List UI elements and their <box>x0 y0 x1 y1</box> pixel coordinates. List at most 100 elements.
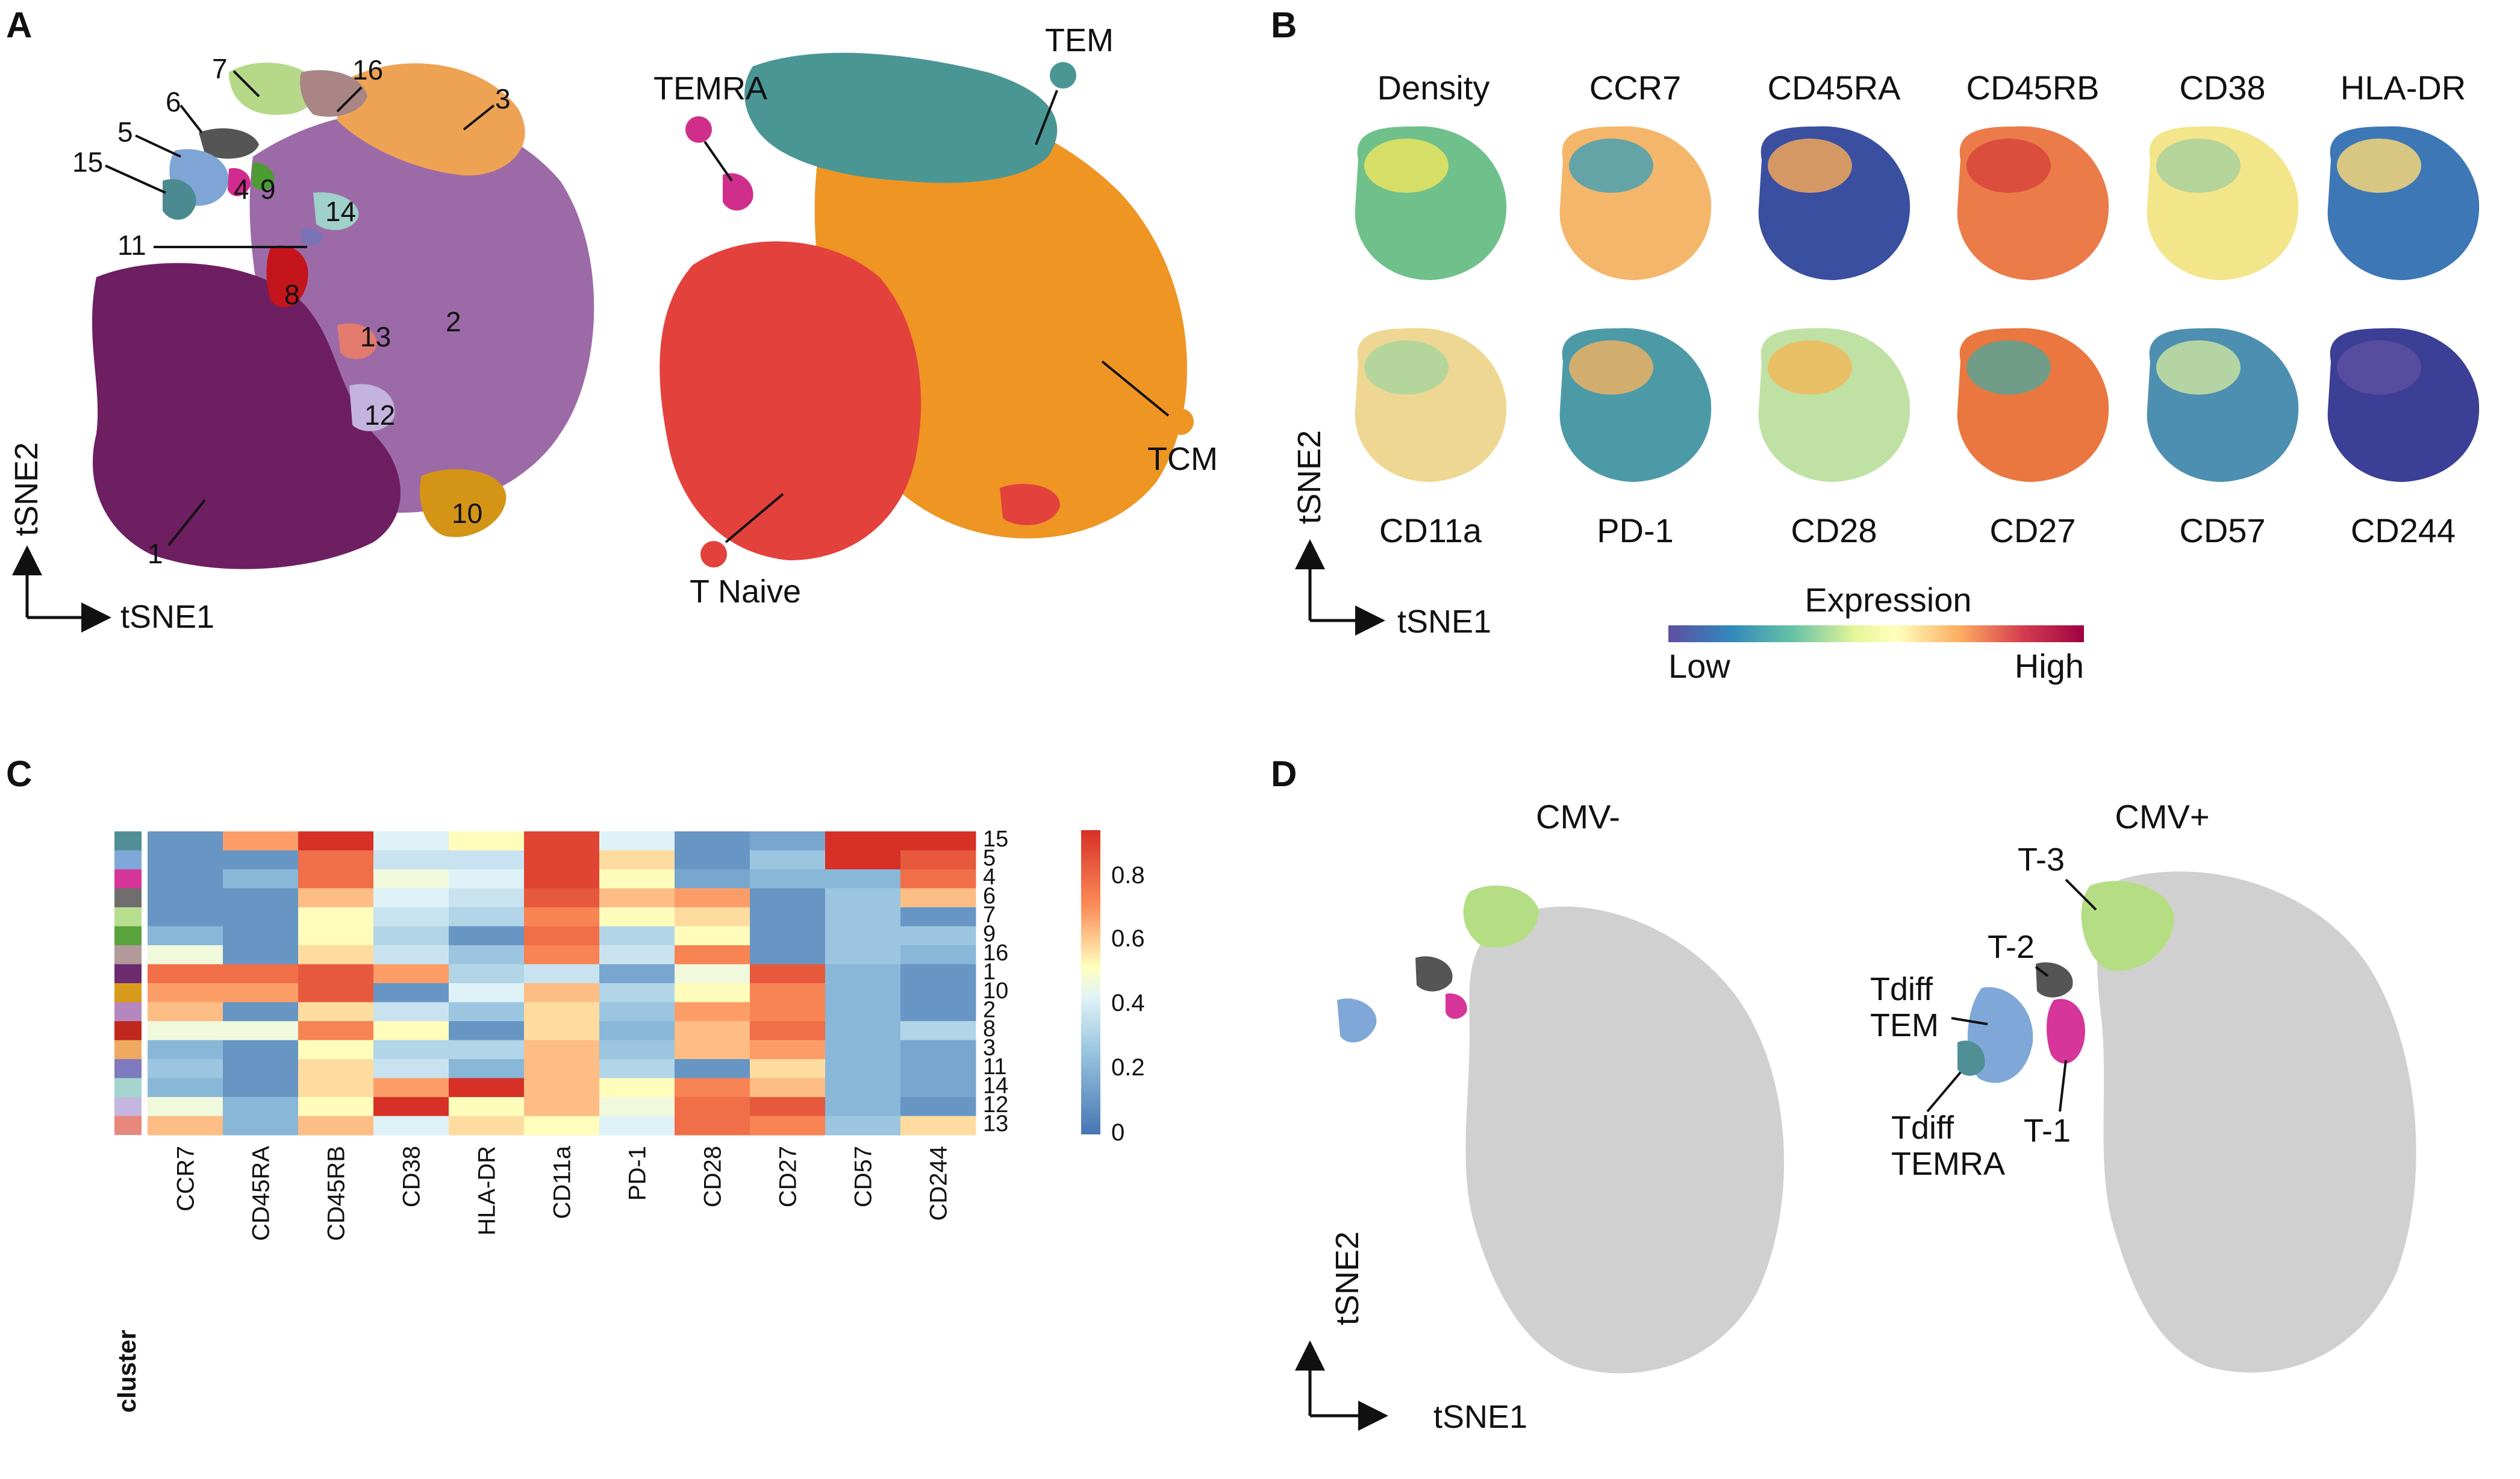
heatmap-cell-15-CD45RB <box>298 831 374 851</box>
heatmap-cell-7-CD244 <box>900 907 976 927</box>
cluster-6-region <box>199 128 259 159</box>
cluster-swatch-13 <box>114 1116 142 1135</box>
heatmap-row-label: 6 <box>983 884 996 909</box>
cluster-swatch-12 <box>114 1097 142 1116</box>
heatmap-row-label: 5 <box>983 846 996 871</box>
heatmap-cell-6-CCR7 <box>148 888 223 908</box>
cluster-swatch-5 <box>114 850 142 869</box>
marker-title-ccr7: CCR7 <box>1589 69 1681 107</box>
annot-t1: T-1 <box>2024 1113 2071 1149</box>
heatmap-cell-3-HLA-DR <box>449 1040 525 1060</box>
heatmap-row-label: 1 <box>983 960 996 985</box>
heatmap-cell-2-CD45RA <box>223 1002 299 1022</box>
cluster-label-11: 11 <box>117 230 146 261</box>
heatmap-cell-2-CD27 <box>750 1002 826 1022</box>
heatmap-cell-10-CD45RB <box>298 983 374 1002</box>
annot-t2: T-2 <box>1988 929 2035 965</box>
cluster-label-13: 13 <box>360 321 391 352</box>
cluster-label-14: 14 <box>325 196 356 227</box>
heatmap-cell-16-CD45RA <box>223 945 299 965</box>
heatmap-cell-15-CD27 <box>750 831 826 851</box>
heatmap-cell-1-CD38 <box>373 964 449 984</box>
heatmap-cell-4-CD38 <box>373 869 449 889</box>
heatmap-cell-1-CCR7 <box>148 964 223 984</box>
heatmap-cell-13-CD244 <box>900 1116 976 1136</box>
cluster-swatch-6 <box>114 888 142 907</box>
panel-d-x-axis-label: tSNE1 <box>1433 1399 1527 1435</box>
cluster-label-2: 2 <box>446 306 461 337</box>
heatmap-cell-1-HLA-DR <box>449 964 525 984</box>
cmv-positive-tdiff-temra <box>1957 1040 1985 1076</box>
heatmap-cell-6-CD45RB <box>298 888 374 908</box>
heatmap-cell-10-CD11a <box>524 983 600 1002</box>
heatmap-cell-11-CD27 <box>750 1059 826 1078</box>
heatmap-column-label: CD27 <box>775 1146 802 1207</box>
cmv-negative-t2 <box>1415 956 1453 992</box>
heatmap-row-label: 8 <box>983 1016 996 1042</box>
heatmap-cell-4-CCR7 <box>148 869 223 889</box>
heatmap-cell-4-PD-1 <box>599 869 675 889</box>
heatmap-row-label: 13 <box>983 1112 1008 1137</box>
cluster-label-1: 1 <box>148 538 163 569</box>
marker-map-accent-Density <box>1364 139 1449 193</box>
heatmap-colorbar: 0.8 0.6 0.4 0.2 0 <box>1081 830 1145 1146</box>
heatmap-cell-7-HLA-DR <box>449 907 525 927</box>
heatmap-cell-12-HLA-DR <box>449 1097 525 1116</box>
heatmap-cell-5-HLA-DR <box>449 850 525 870</box>
heatmap-row-label: 4 <box>983 865 996 890</box>
heatmap-cell-10-HLA-DR <box>449 983 525 1002</box>
heatmap-cell-9-CD27 <box>750 926 826 946</box>
cluster-14-region <box>313 192 359 230</box>
heatmap-column-label: CCR7 <box>173 1146 199 1212</box>
marker-map-accent-CD57 <box>2156 340 2241 395</box>
marker-map-accent-PD-1 <box>1569 340 1653 395</box>
heatmap-cell-1-CD45RA <box>223 964 299 984</box>
heatmap-cell-2-PD-1 <box>599 1002 675 1022</box>
heatmap-cell-1-CD57 <box>825 964 901 984</box>
heatmap-cell-10-PD-1 <box>599 983 675 1002</box>
heatmap-cell-4-CD57 <box>825 869 901 889</box>
marker-title-cd244: CD244 <box>2351 511 2456 549</box>
marker-map-accent-CD11a <box>1364 340 1449 395</box>
cmv-positive-cloud <box>2097 871 2416 1373</box>
heatmap-cell-14-CD27 <box>750 1078 826 1098</box>
heatmap-cell-3-CD11a <box>524 1040 600 1060</box>
temra-marker <box>685 116 712 143</box>
colorbar-gradient <box>1081 830 1100 1134</box>
heatmap-cell-5-CD11a <box>524 850 600 870</box>
heatmap-cell-10-CD57 <box>825 983 901 1002</box>
heatmap-cell-6-HLA-DR <box>449 888 525 908</box>
heatmap-cell-4-CD45RA <box>223 869 299 889</box>
heatmap-cell-8-CD27 <box>750 1021 826 1040</box>
heatmap-cell-15-CCR7 <box>148 831 223 851</box>
tem-marker <box>1050 62 1076 89</box>
marker-map-accent-CD28 <box>1768 340 1852 395</box>
panel-b-label: B <box>1271 5 1297 45</box>
marker-map-accent-CD244 <box>2337 340 2421 395</box>
heatmap-cell-4-CD244 <box>900 869 976 889</box>
heatmap-cell-6-CD27 <box>750 888 826 908</box>
heatmap-cell-16-CD244 <box>900 945 976 965</box>
heatmap-cell-1-CD11a <box>524 964 600 984</box>
heatmap-cell-5-CD28 <box>675 850 750 870</box>
heatmap-cell-13-CCR7 <box>148 1116 223 1136</box>
panel-a-y-axis-label: tSNE2 <box>8 442 45 536</box>
heatmap-cell-16-CD27 <box>750 945 826 965</box>
heatmap-cell-9-PD-1 <box>599 926 675 946</box>
heatmap-cell-10-CD27 <box>750 983 826 1002</box>
cluster-label-4: 4 <box>234 174 249 205</box>
heatmap-column-label: HLA-DR <box>474 1146 501 1236</box>
cmv-positive-t3 <box>2081 881 2174 971</box>
cmv-positive-map <box>1957 871 2416 1373</box>
heatmap-cell-16-CD11a <box>524 945 600 965</box>
heatmap-cell-15-HLA-DR <box>449 831 525 851</box>
heatmap-cell-13-CD57 <box>825 1116 901 1136</box>
cluster-label-5: 5 <box>117 116 133 148</box>
panel-a-x-axis-label: tSNE1 <box>120 599 214 635</box>
heatmap-cell-9-CD45RA <box>223 926 299 946</box>
marker-title-pd1: PD-1 <box>1597 511 1674 549</box>
marker-title-cd11a: CD11a <box>1379 511 1482 549</box>
heatmap-cell-5-CD38 <box>373 850 449 870</box>
